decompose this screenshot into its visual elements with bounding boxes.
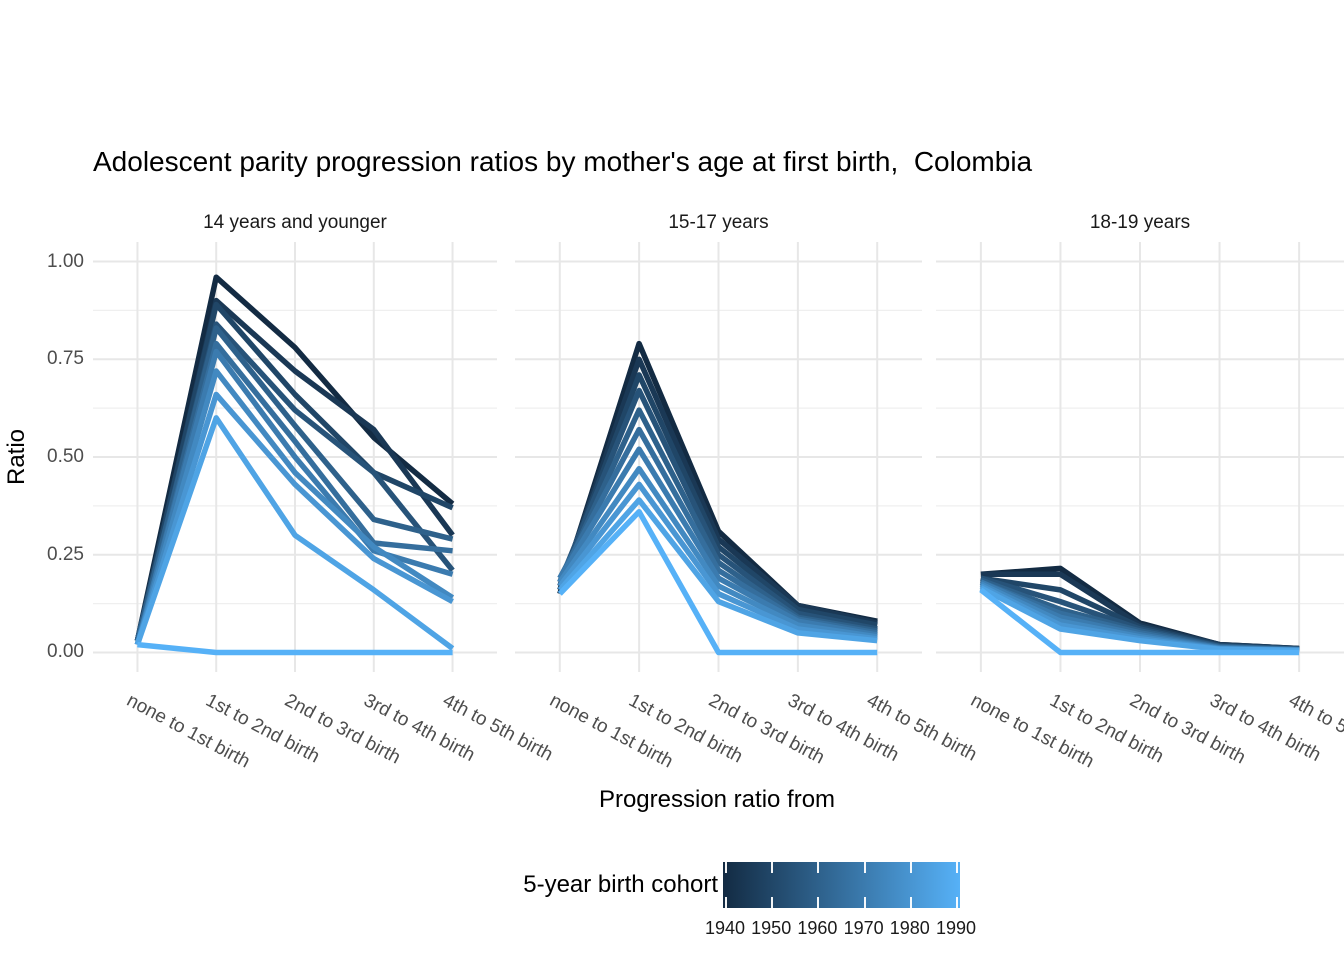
legend-tick-label: 1970 <box>843 918 884 938</box>
facet-panel <box>515 242 922 672</box>
legend-tick-label: 1960 <box>797 918 838 938</box>
series-line-1945 <box>557 356 878 626</box>
legend-tick-mark <box>771 897 774 908</box>
series-line-1950 <box>557 372 878 628</box>
x-axis-title: Progression ratio from <box>598 786 836 813</box>
plot-title: Adolescent parity progression ratios by … <box>93 146 1033 177</box>
series-line-1985 <box>134 415 455 651</box>
legend-tick-label: 1980 <box>889 918 930 938</box>
series-line-1960 <box>134 325 454 642</box>
legend-tick-label: 1940 <box>704 918 746 938</box>
series-line-1970 <box>557 446 878 638</box>
series-line-1980 <box>134 391 454 646</box>
y-tick-label: 1.00 <box>47 250 84 272</box>
y-tick-label: 0.50 <box>47 446 84 467</box>
y-tick-label: 0.75 <box>47 348 84 370</box>
series-line-1980 <box>557 481 878 642</box>
series-line-1940 <box>134 274 455 642</box>
legend-tick-label: 1990 <box>935 918 977 938</box>
series-line-1975 <box>557 465 878 640</box>
series-line-1970 <box>134 348 454 646</box>
legend-tick-mark <box>817 897 820 908</box>
y-tick-label: 0.25 <box>47 543 84 565</box>
legend-title: 5-year birth cohort <box>523 871 718 898</box>
series-line-1985 <box>979 585 1300 654</box>
legend-tick-mark <box>956 897 958 908</box>
facet-panel <box>93 242 497 672</box>
series-line-1990 <box>137 641 453 656</box>
legend-tick-label: 1950 <box>751 918 792 938</box>
legend-colorbar <box>723 862 960 908</box>
legend-tick-mark <box>771 862 774 873</box>
facet-strip-label: 15-17 years <box>668 212 769 233</box>
series-line-1990 <box>979 587 1300 656</box>
legend-tick-mark <box>817 862 820 873</box>
legend-tick-mark <box>725 897 727 908</box>
facet-strip-label: 18-19 years <box>1089 212 1191 233</box>
legend-tick-mark <box>725 862 727 873</box>
y-tick-label: 0.00 <box>47 641 84 663</box>
legend-tick-mark <box>909 897 912 908</box>
series-line-1990 <box>557 508 878 656</box>
series-line-1955 <box>557 387 878 632</box>
series-line-1985 <box>557 497 878 644</box>
facet-panel <box>936 242 1344 672</box>
series-line-1975 <box>134 368 455 646</box>
facet-strip-label: 14 years and younger <box>203 212 387 233</box>
legend-tick-mark <box>863 862 866 873</box>
legend-tick-mark <box>956 862 958 873</box>
legend-tick-mark <box>909 862 912 873</box>
legend-tick-mark <box>863 897 866 908</box>
series-line-1950 <box>134 301 454 642</box>
